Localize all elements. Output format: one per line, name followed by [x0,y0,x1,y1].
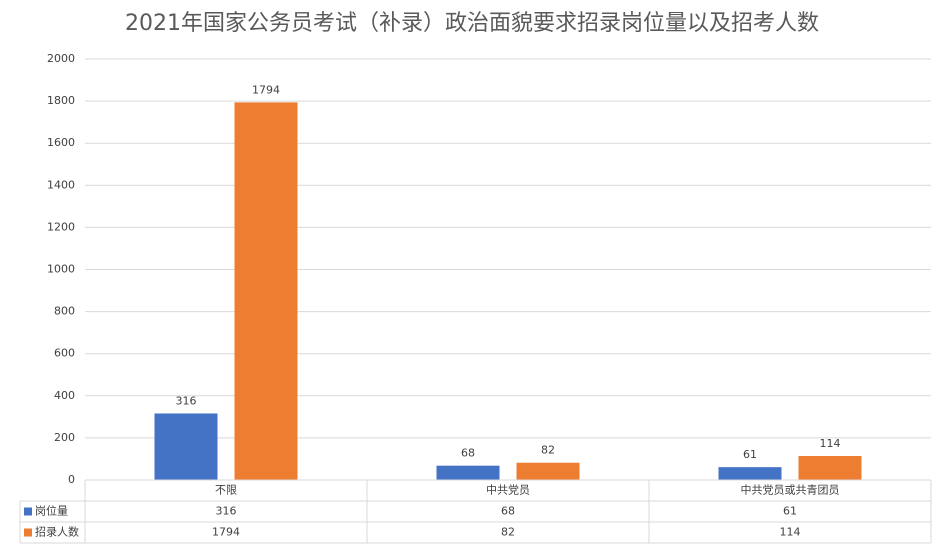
table-value: 316 [216,505,237,518]
y-tick-label: 800 [54,305,75,318]
bar [436,465,500,480]
bar [798,456,862,480]
y-tick-label: 1200 [47,220,75,233]
y-tick-label: 1400 [47,178,75,191]
data-label: 68 [461,447,475,460]
legend-key [24,528,32,537]
y-tick-label: 2000 [47,52,75,65]
bar [516,462,580,480]
table-value: 61 [783,505,797,518]
data-label: 1794 [252,83,280,96]
data-label: 61 [743,448,757,461]
y-tick-label: 600 [54,347,75,360]
x-tick-label: 中共党员或共青团员 [741,484,840,497]
bar [154,413,218,480]
y-tick-label: 0 [68,473,75,486]
y-tick-label: 200 [54,431,75,444]
data-label: 316 [176,394,197,407]
table-value: 114 [780,526,801,539]
y-tick-label: 1800 [47,94,75,107]
legend-key [24,507,32,516]
bar [234,102,298,480]
y-tick-label: 1600 [47,136,75,149]
chart-title: 2021年国家公务员考试（补录）政治面貌要求招录岗位量以及招考人数 [125,11,819,36]
legend-label: 岗位量 [35,504,68,518]
x-tick-label: 中共党员 [486,484,530,497]
y-tick-label: 1000 [47,263,75,276]
y-tick-label: 400 [54,389,75,402]
data-label: 114 [820,437,841,450]
table-value: 1794 [212,526,240,539]
table-value: 82 [501,526,515,539]
x-tick-label: 不限 [215,484,237,497]
bar [718,467,782,480]
legend-label: 招录人数 [35,525,79,539]
data-label: 82 [541,444,555,457]
table-value: 68 [501,505,515,518]
